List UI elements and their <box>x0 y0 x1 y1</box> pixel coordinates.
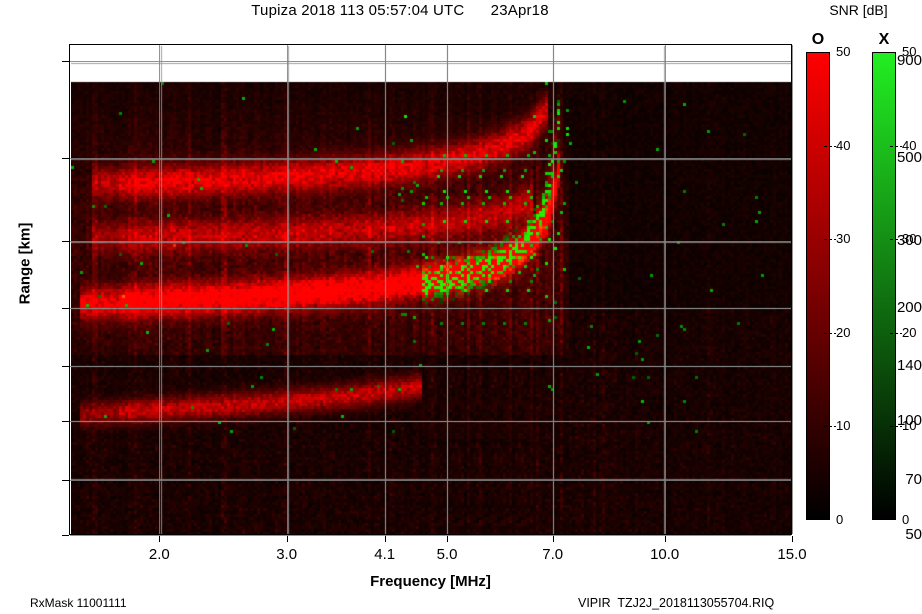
colorbar-tick-x <box>890 426 902 428</box>
x-tick-mark <box>664 536 666 542</box>
colorbar-tick-label-x: 10 <box>902 418 917 434</box>
x-tick-label: 7.0 <box>542 546 564 563</box>
colorbar-x-mode[interactable] <box>872 52 896 520</box>
x-gridline <box>159 45 161 534</box>
y-gridline <box>70 535 791 536</box>
x-tick-mark <box>447 536 449 542</box>
y-tick-mark <box>62 307 69 309</box>
colorbar-tick-o <box>824 426 836 428</box>
x-tick-label: 5.0 <box>436 546 458 563</box>
colorbar-tick-o <box>824 239 836 241</box>
x-tick-mark <box>792 536 793 542</box>
y-tick-mark <box>62 61 69 63</box>
y-gridline <box>70 241 791 243</box>
y-tick-mark <box>62 479 69 481</box>
y-gridline <box>70 157 791 159</box>
y-tick-label: 300 <box>896 232 922 250</box>
colorbar-tick-label-o: 10 <box>836 418 851 434</box>
x-tick-label: 15.0 <box>777 546 807 563</box>
colorbar-tick-o <box>824 332 836 334</box>
y-gridline <box>70 421 791 423</box>
colorbar-tick-label-x: 30 <box>902 231 917 247</box>
x-tick-mark <box>552 536 554 542</box>
y-tick-mark <box>62 366 69 368</box>
o-mode-label: O <box>811 31 825 48</box>
colorbar-tick-label-x: 0 <box>902 512 910 527</box>
page-title: Tupiza 2018 113 05:57:04 UTC 23Apr18 <box>251 2 549 19</box>
colorbar-tick-x <box>890 145 902 147</box>
ionogram-heatmap[interactable] <box>70 45 791 534</box>
y-gridline <box>70 366 791 368</box>
y-gridline <box>70 307 791 309</box>
x-tick-label: 4.1 <box>374 546 396 563</box>
colorbar-tick-o <box>824 145 836 147</box>
y-tick-label: 100 <box>896 412 922 430</box>
y-axis-label: Range [km] <box>16 222 34 305</box>
colorbar-tick-label-o: 40 <box>836 137 851 153</box>
y-tick-label: 900 <box>896 52 922 70</box>
x-tick-label: 2.0 <box>148 546 170 563</box>
y-gridline <box>70 479 791 481</box>
colorbar-tick-label-x: 50 <box>902 44 917 59</box>
colorbar-tick-label-o: 30 <box>836 231 851 247</box>
colorbar-title: SNR [dB] <box>829 2 888 18</box>
rxmask-label: RxMask 11001111 <box>30 596 127 610</box>
x-tick-mark <box>159 536 161 542</box>
colorbar-tick-label-o: 20 <box>836 324 851 340</box>
colorbar-tick-label-o: 50 <box>836 44 851 59</box>
x-tick-mark <box>384 536 386 542</box>
x-mode-label: X <box>878 31 890 48</box>
x-axis-label: Frequency [MHz] <box>370 573 491 590</box>
y-tick-label: 70 <box>905 470 922 488</box>
x-gridline <box>552 45 554 534</box>
y-tick-label: 140 <box>896 357 922 375</box>
y-gridline <box>70 61 791 63</box>
colorbar-tick-label-x: 40 <box>902 137 917 153</box>
y-tick-mark <box>62 535 69 536</box>
x-gridline <box>286 45 288 534</box>
colorbar-tick-label-o: 0 <box>836 512 844 527</box>
x-gridline <box>792 45 793 534</box>
y-tick-label: 500 <box>896 148 922 166</box>
y-tick-label: 200 <box>896 298 922 316</box>
colorbar-tick-label-x: 20 <box>902 324 917 340</box>
colorbar-tick-x <box>890 332 902 334</box>
y-tick-label: 50 <box>905 526 922 543</box>
colorbar-o-mode[interactable] <box>806 52 830 520</box>
x-gridline <box>447 45 448 534</box>
colorbar-tick-x <box>890 239 902 241</box>
x-tick-label: 10.0 <box>650 546 680 563</box>
y-tick-mark <box>62 241 69 243</box>
x-gridline <box>384 45 386 534</box>
x-tick-mark <box>286 536 288 542</box>
instrument-file-label: VIPIR TZJ2J_2018113055704.RIQ <box>578 596 775 610</box>
y-tick-mark <box>62 421 69 423</box>
x-gridline <box>664 45 666 534</box>
y-tick-mark <box>62 157 69 159</box>
x-tick-label: 3.0 <box>276 546 298 563</box>
